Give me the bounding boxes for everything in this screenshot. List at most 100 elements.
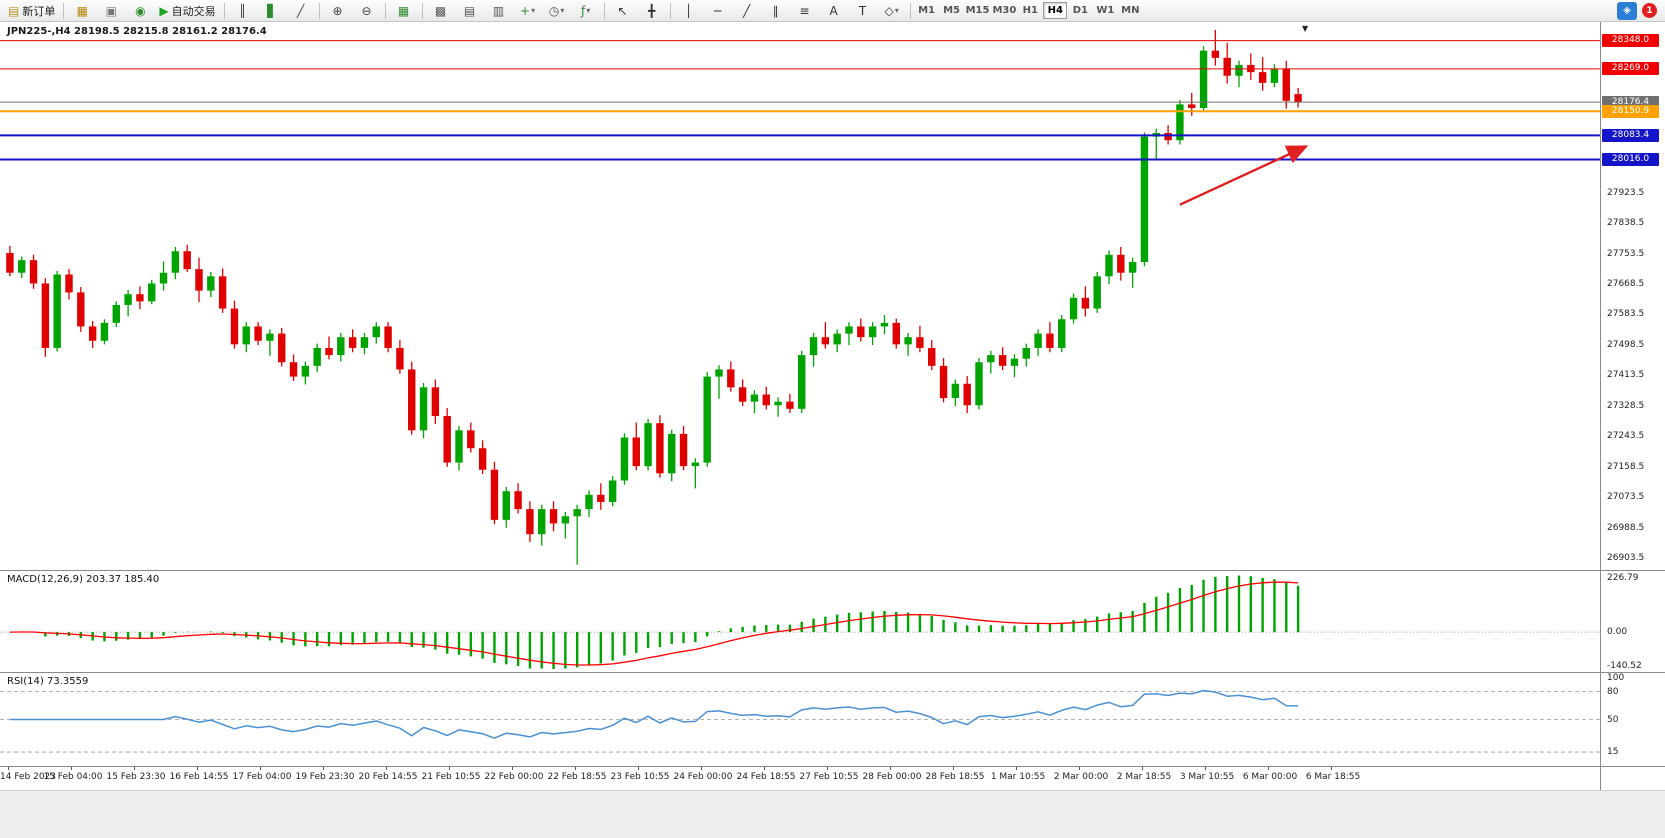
price-axis-tick: 26988.5 xyxy=(1607,523,1644,533)
vertical-line-button[interactable]: │ xyxy=(675,1,703,21)
candles xyxy=(6,30,1302,565)
indicators-button[interactable]: ƒ▾ xyxy=(572,1,600,21)
tile-vertically-icon: ▥ xyxy=(493,5,504,17)
toolbar-separator xyxy=(910,3,911,19)
price-axis[interactable]: 27923.527838.527753.527668.527583.527498… xyxy=(1600,22,1665,790)
cursor-button[interactable]: ↖ xyxy=(609,1,637,21)
tile-windows-button[interactable]: ▦ xyxy=(390,1,418,21)
time-axis-tick xyxy=(827,767,828,770)
price-level-label: 28083.4 xyxy=(1602,129,1659,142)
auto-trading-button[interactable]: ▶ 自动交易 xyxy=(155,1,219,21)
time-axis-tick xyxy=(71,767,72,770)
time-axis-label: 22 Feb 18:55 xyxy=(545,772,609,782)
timeframe-w1-button[interactable]: W1 xyxy=(1093,2,1117,19)
tile-horizontally-button[interactable]: ▤ xyxy=(456,1,484,21)
periods-button[interactable]: ◷▾ xyxy=(543,1,571,21)
timeframe-mn-button[interactable]: MN xyxy=(1118,2,1142,19)
time-axis-label: 1 Mar 10:55 xyxy=(986,772,1050,782)
price-chart[interactable] xyxy=(0,22,1600,570)
terminal-button[interactable]: ◉ xyxy=(126,1,154,21)
time-axis-label: 24 Feb 18:55 xyxy=(734,772,798,782)
arrows-button[interactable]: ◇▾ xyxy=(878,1,906,21)
new-chart-icon: + xyxy=(520,5,530,17)
indicators-icon: ƒ xyxy=(581,5,585,17)
time-axis-label: 23 Feb 10:55 xyxy=(608,772,672,782)
horizontal-line-button[interactable]: ─ xyxy=(704,1,732,21)
community-button[interactable]: ◈ xyxy=(1617,2,1637,20)
dropdown-caret-icon: ▾ xyxy=(560,6,564,15)
rsi-panel[interactable] xyxy=(0,673,1600,766)
timeframe-m5-button[interactable]: M5 xyxy=(940,2,964,19)
chart-shift-marker[interactable]: ▼ xyxy=(1302,24,1308,33)
ohlc-bars-button[interactable]: ║ xyxy=(229,1,257,21)
timeframe-d1-button[interactable]: D1 xyxy=(1068,2,1092,19)
time-axis-label: 3 Mar 10:55 xyxy=(1175,772,1239,782)
timeframe-h1-button[interactable]: H1 xyxy=(1018,2,1042,19)
crosshair-button[interactable]: ╋ xyxy=(638,1,666,21)
trendline-button[interactable]: ╱ xyxy=(733,1,761,21)
dropdown-caret-icon: ▾ xyxy=(895,6,899,15)
time-axis-tick xyxy=(134,767,135,770)
time-axis-label: 20 Feb 14:55 xyxy=(356,772,420,782)
price-axis-tick: 27923.5 xyxy=(1607,188,1644,198)
time-axis-label: 17 Feb 04:00 xyxy=(230,772,294,782)
time-axis-tick xyxy=(1079,767,1080,770)
arrows-icon: ◇ xyxy=(884,5,893,17)
cascade-windows-button[interactable]: ▩ xyxy=(427,1,455,21)
auto-trading-button-label: 自动交易 xyxy=(172,3,216,19)
trendline-icon: ╱ xyxy=(743,5,750,17)
toolbar-separator xyxy=(422,3,423,19)
new-order-button[interactable]: ▤新订单 xyxy=(4,1,59,21)
time-axis-tick xyxy=(701,767,702,770)
notifications-badge[interactable]: 1 xyxy=(1642,3,1657,18)
macd-axis-tick: 226.79 xyxy=(1607,573,1639,583)
fibonacci-button[interactable]: ≡ xyxy=(791,1,819,21)
time-axis-label: 15 Feb 23:30 xyxy=(104,772,168,782)
channel-icon: ∥ xyxy=(773,5,779,17)
price-axis-tick: 27838.5 xyxy=(1607,218,1644,228)
tile-vertically-button[interactable]: ▥ xyxy=(485,1,513,21)
horizontal-line-icon: ─ xyxy=(714,5,721,17)
tile-horizontally-icon: ▤ xyxy=(464,5,475,17)
new-chart-button[interactable]: +▾ xyxy=(514,1,542,21)
panel-separator xyxy=(0,766,1665,767)
text-button[interactable]: A xyxy=(820,1,848,21)
horizontal-level-lines[interactable] xyxy=(0,41,1600,160)
channel-button[interactable]: ∥ xyxy=(762,1,790,21)
zoom-in-button[interactable]: ⊕ xyxy=(324,1,352,21)
chart-window[interactable]: JPN225-,H4 28198.5 28215.8 28161.2 28176… xyxy=(0,22,1665,838)
window-background xyxy=(0,790,1665,838)
time-axis-tick xyxy=(764,767,765,770)
text-label-button[interactable]: T xyxy=(849,1,877,21)
toolbar-separator xyxy=(385,3,386,19)
line-chart-button[interactable]: ╱ xyxy=(287,1,315,21)
time-axis-tick xyxy=(8,767,9,770)
auto-trading-icon: ▶ xyxy=(159,5,168,17)
price-axis-tick: 26903.5 xyxy=(1607,553,1644,563)
profiles-button[interactable]: ▣ xyxy=(97,1,125,21)
toolbar-separator xyxy=(319,3,320,19)
panel-separator[interactable] xyxy=(0,672,1665,673)
text-icon: A xyxy=(829,5,837,17)
time-axis-tick xyxy=(1016,767,1017,770)
cascade-windows-icon: ▩ xyxy=(435,5,446,17)
price-axis-tick: 27328.5 xyxy=(1607,401,1644,411)
new-order-button-label: 新订单 xyxy=(22,3,55,19)
price-axis-tick: 27498.5 xyxy=(1607,340,1644,350)
timeframe-m1-button[interactable]: M1 xyxy=(915,2,939,19)
macd-panel[interactable] xyxy=(0,571,1600,672)
candlestick-button[interactable]: ▋ xyxy=(258,1,286,21)
charts-button[interactable]: ▦ xyxy=(68,1,96,21)
price-level-label: 28269.0 xyxy=(1602,62,1659,75)
time-axis-label: 6 Mar 00:00 xyxy=(1238,772,1302,782)
zoom-out-button[interactable]: ⊖ xyxy=(353,1,381,21)
time-axis-label: 28 Feb 18:55 xyxy=(923,772,987,782)
time-axis-label: 2 Mar 00:00 xyxy=(1049,772,1113,782)
panel-separator[interactable] xyxy=(0,570,1665,571)
timeframe-m15-button[interactable]: M15 xyxy=(965,2,991,19)
time-axis-tick xyxy=(1331,767,1332,770)
trend-arrow-annotation[interactable] xyxy=(1180,147,1304,204)
timeframe-h4-button[interactable]: H4 xyxy=(1043,2,1067,19)
timeframe-m30-button[interactable]: M30 xyxy=(991,2,1017,19)
time-axis[interactable]: 14 Feb 202315 Feb 04:0015 Feb 23:3016 Fe… xyxy=(0,767,1600,790)
